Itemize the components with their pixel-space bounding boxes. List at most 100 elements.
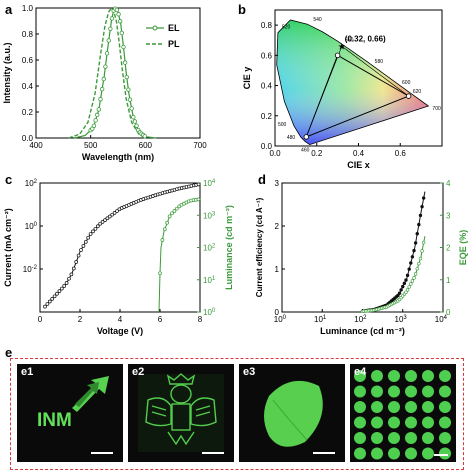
chart-a-el-point	[95, 112, 100, 118]
scale-bar-e2	[202, 452, 224, 454]
chart-d-ce-point	[378, 305, 382, 310]
chart-c-luminance-point	[189, 198, 194, 203]
logo-text: INM	[37, 410, 72, 431]
chart-c-current-point	[182, 185, 187, 190]
chart-c-current-point	[143, 196, 148, 201]
chart-a-el-point	[91, 123, 97, 128]
chart-b-ytick-label-3: 0.6	[261, 51, 273, 60]
chart-d-eqe-point	[364, 309, 368, 313]
chart-d-eqe-point	[407, 285, 411, 289]
emission-dot	[354, 447, 366, 460]
chart-b-annotation: (0.32, 0.66)	[345, 34, 386, 43]
chart-c-current-point	[69, 272, 74, 277]
chart-b-wavelength-label-560: 560	[345, 37, 354, 43]
chart-d-y2tick-label-3: 3	[446, 211, 451, 220]
chart-d-y2label: EQE (%)	[458, 230, 468, 266]
chart-d-ce-point	[415, 232, 419, 236]
chart-c-current-point	[47, 299, 52, 304]
chart-a-el-point	[119, 30, 125, 36]
chart-d-ce-point	[410, 255, 415, 259]
chart-d-ce-point	[401, 284, 405, 289]
chart-c-current-point	[83, 239, 88, 244]
chart-a-el-point	[122, 60, 128, 65]
chart-c-current-point	[124, 204, 129, 208]
chart-a-xtick-label-1: 500	[84, 141, 98, 150]
chart-c-ytick-label-0: 102	[25, 179, 38, 188]
chart-c-current-point	[112, 211, 117, 215]
chart-b-wavelength-label-620: 620	[413, 89, 422, 95]
chart-b-star-marker: ★	[338, 41, 346, 51]
chart-d-eqe-point	[399, 295, 403, 300]
chart-c-current-point	[45, 302, 50, 306]
chart-a-el-point	[108, 26, 113, 31]
chart-c-current-point	[191, 183, 196, 188]
chart-d-ce-point	[373, 307, 378, 311]
chart-b-wavelength-label-460: 460	[301, 147, 310, 153]
chart-c-current-point	[155, 192, 160, 197]
emission-dot	[405, 385, 417, 398]
emission-dot	[439, 416, 451, 429]
chart-a-el-point	[101, 76, 106, 82]
chart-c-luminance-point	[191, 198, 196, 203]
emission-dot	[405, 401, 417, 413]
chart-c-current-point	[105, 216, 110, 221]
chart-d-eqe-point	[368, 308, 373, 313]
chart-d-ce-point	[404, 278, 408, 282]
chart-a-el-point	[88, 127, 93, 133]
chart-d-eqe-point	[384, 305, 389, 309]
chart-c-frame	[39, 182, 201, 313]
emission-dot	[422, 447, 434, 460]
chart-c-current-point	[131, 201, 136, 205]
chart-c-luminance-point	[179, 202, 184, 207]
chart-d-ce-point	[372, 307, 376, 312]
chart-c-luminance-point	[177, 204, 182, 209]
chart-d-eqe-point	[415, 267, 419, 271]
emission-dot	[388, 385, 400, 398]
chart-c-luminance-point	[194, 197, 198, 202]
chart-d-eqe-point	[376, 307, 381, 311]
chart-c-current-point	[127, 203, 131, 207]
chart-c-current-point	[158, 191, 163, 196]
chart-c-xtick-label-4: 8	[198, 315, 203, 324]
chart-c-luminance-point	[186, 199, 191, 204]
chart-a-el-point	[111, 8, 116, 13]
chart-c-luminance-point	[182, 201, 186, 206]
chart-d-eqe-point	[394, 299, 399, 304]
chart-a-el-point	[136, 127, 141, 133]
chart-b-ytick-label-2: 0.4	[261, 82, 273, 91]
chart-c-ytick-label-1: 100	[25, 222, 38, 231]
chart-c-y2tick-label-2: 102	[203, 244, 216, 253]
chart-d-ytick-label-2: 2	[275, 222, 280, 231]
chart-b-spectral-locus	[276, 19, 430, 146]
chart-c-current-point	[167, 189, 172, 193]
chart-a-xtick-label-3: 700	[193, 141, 207, 150]
chart-b-wavelength-label-540: 540	[313, 17, 322, 23]
chart-a-el-point	[132, 119, 138, 124]
chart-d-xtick-label-3: 103	[395, 315, 408, 324]
chart-c-current-point	[129, 202, 134, 206]
chart-c-current-point	[98, 221, 103, 226]
chart-d-series-ce	[362, 191, 426, 312]
chart-c-current-point	[139, 198, 143, 202]
chart-d-eqe-point	[401, 294, 405, 298]
chart-b-ylabel: CIE y	[242, 67, 252, 90]
eagle-glow	[138, 374, 224, 452]
chart-c-luminance-point	[184, 200, 189, 205]
chart-d-ce-point	[389, 299, 394, 303]
logo-arrow-small	[75, 382, 99, 407]
chart-b-point-0	[334, 52, 341, 59]
chart-d-ce-point	[391, 297, 395, 302]
chart-a-el-point	[142, 134, 147, 139]
chart-d-ce-point	[365, 308, 370, 313]
chart-d-ce-point	[362, 309, 366, 313]
chart-a-xtick-label-2: 600	[139, 141, 153, 150]
eagle-tail	[167, 431, 195, 446]
chart-d-ce-point	[370, 308, 374, 312]
chart-d-ce-point	[383, 303, 387, 308]
chart-c-current-point	[57, 289, 62, 293]
eagle-feathers	[151, 405, 211, 417]
chart-a-legend-el-marker	[152, 25, 158, 31]
chart-c-current-point	[95, 224, 100, 229]
emission-dot	[371, 432, 383, 444]
panel-letter-d: d	[258, 172, 266, 187]
